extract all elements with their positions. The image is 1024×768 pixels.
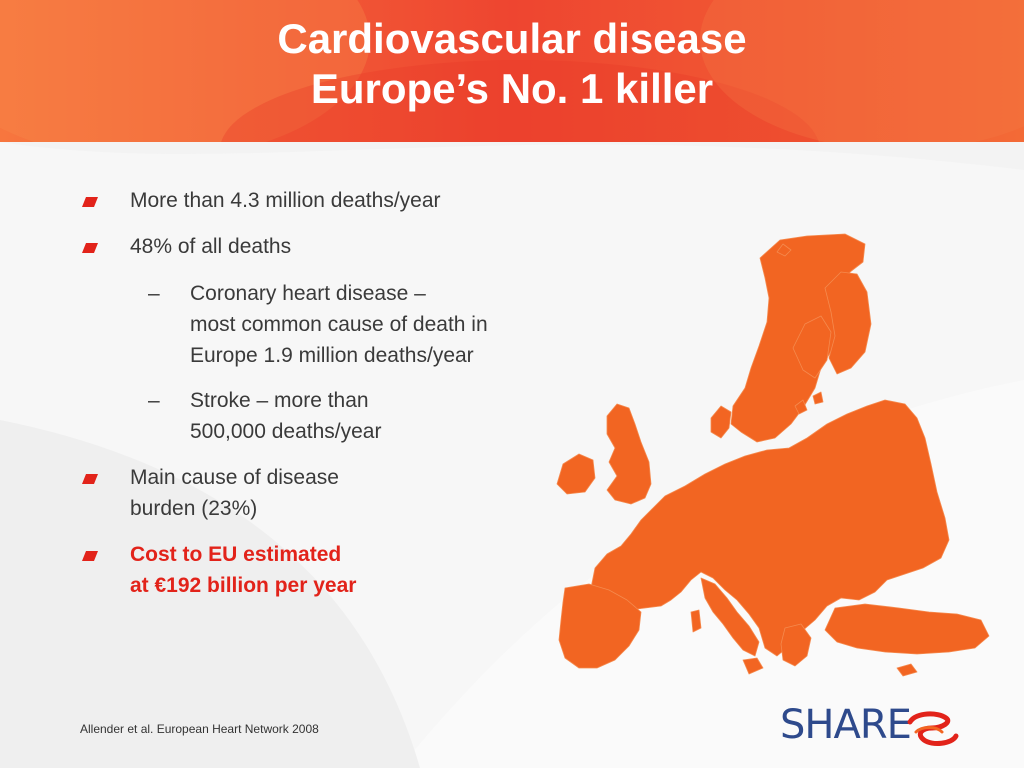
header-banner [0, 0, 1024, 142]
bullet-item: Main cause of disease burden (23%) [130, 466, 339, 520]
bullet-list: More than 4.3 million deaths/year 48% of… [0, 0, 600, 640]
share-logo-icon [907, 711, 959, 746]
logo-text: SHARE [780, 702, 912, 748]
share-logo: SHARE [780, 700, 970, 752]
europe-map [556, 233, 990, 677]
bullet-item-highlight: Cost to EU estimated at €192 billion per… [130, 543, 357, 597]
sub-bullet-dash: – [148, 389, 160, 412]
bullet-icon [82, 197, 98, 207]
bullet-item: 48% of all deaths [130, 235, 292, 258]
title-line-1: Cardiovascular disease [277, 15, 747, 62]
sub-bullet-item: Stroke – more than 500,000 deaths/year [190, 389, 382, 443]
bullet-icon [82, 551, 98, 561]
sub-bullet-item: Coronary heart disease – most common cau… [190, 282, 488, 367]
bullet-icon [82, 243, 98, 253]
bullet-item: More than 4.3 million deaths/year [130, 189, 441, 212]
citation: Allender et al. European Heart Network 2… [80, 722, 319, 736]
sub-bullet-dash: – [148, 282, 160, 305]
title-line-2: Europe’s No. 1 killer [310, 65, 714, 112]
bullet-icon [82, 474, 98, 484]
slide-title: Cardiovascular disease Europe’s No. 1 ki… [0, 14, 1024, 114]
